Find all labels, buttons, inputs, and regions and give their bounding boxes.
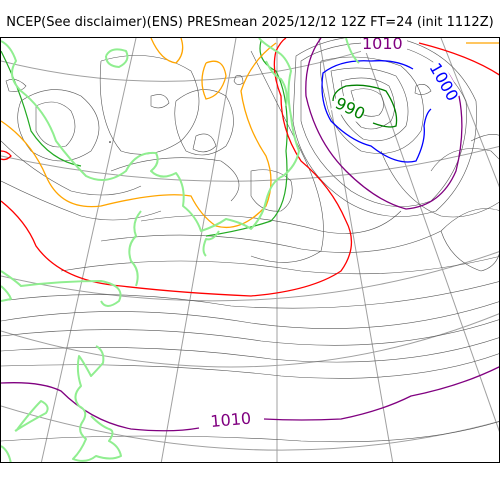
isobar-line [1,281,499,309]
isobar-line [292,38,477,217]
isobar-line [330,67,409,142]
latitude-line [1,251,499,302]
meridian-line [360,38,499,432]
isobar-line [110,157,240,202]
isobar-line [414,84,432,95]
isobar-line [1,180,162,221]
isobar-line [470,134,499,142]
label-background [330,93,368,124]
isobar-line [192,133,217,153]
isobar-line [350,88,384,117]
isobar-1010-line [305,38,463,210]
marker-dot [109,141,111,143]
isobar-line [1,421,499,443]
graticule [1,38,499,462]
coastline-path [265,60,288,107]
coastline-path [105,48,129,68]
latitude-line [1,313,499,368]
map-canvas: 1010 1000 990 1010 [1,38,499,462]
isobar-1020-line [1,42,277,229]
coastline-path [1,445,12,462]
coastline-path [202,230,220,257]
label-background [207,409,256,432]
isobar-line [380,150,499,218]
latitude-line [1,38,402,82]
label-background [424,58,462,104]
latitude-line [1,145,499,182]
coastline-path [72,345,122,462]
isobar-line [100,208,499,253]
contour-label-990: 990 [332,93,368,123]
isobar-line [1,140,142,196]
isobar-line [250,50,324,263]
isobar-line [150,94,170,109]
isobar-line [60,256,499,275]
meridian-line [440,38,499,188]
isobar-line [1,337,499,363]
coastline-path [345,38,360,64]
meridian-line [40,38,137,462]
isobar-1020-line [150,38,184,64]
isobar-1005-line [1,38,353,297]
pressure-map: 1010 1000 990 1010 [0,37,500,463]
isobar-1020-line [201,60,227,100]
coastline-path [128,210,142,287]
isobar-line [99,55,200,155]
contour-label-1010-top: 1010 [362,38,403,53]
isobar-line [440,230,499,272]
label-background [361,38,407,53]
coastline-path [1,285,12,302]
coastline-path [1,38,300,232]
isobar-1000-line [321,60,432,163]
coastline-path [1,270,122,307]
map-title: NCEP(See disclaimer)(ENS) PRESmean 2025/… [6,15,494,30]
meridian-line [160,38,237,462]
isobar-line [35,101,76,148]
coastline [1,38,360,462]
isobar-line [140,210,402,234]
isobar-1005-line [1,150,12,161]
coastline-path [14,400,49,432]
isobar-line [174,89,234,156]
isobar-1005-line [418,42,499,76]
contour-label-1010-bottom: 1010 [210,409,252,431]
isobar-1010-line [1,366,499,432]
isobar-line [1,319,499,346]
isobar-990-line [332,84,398,128]
isobars-highlighted [1,38,499,432]
contour-label-1000: 1000 [426,60,463,105]
isobars-thin [1,38,499,443]
isobar-line [250,169,293,212]
latitude-line [1,405,499,451]
isobar-line [233,75,244,85]
isobar-line [430,148,499,172]
isobar-line [1,301,499,329]
isobar-line [1,353,499,379]
